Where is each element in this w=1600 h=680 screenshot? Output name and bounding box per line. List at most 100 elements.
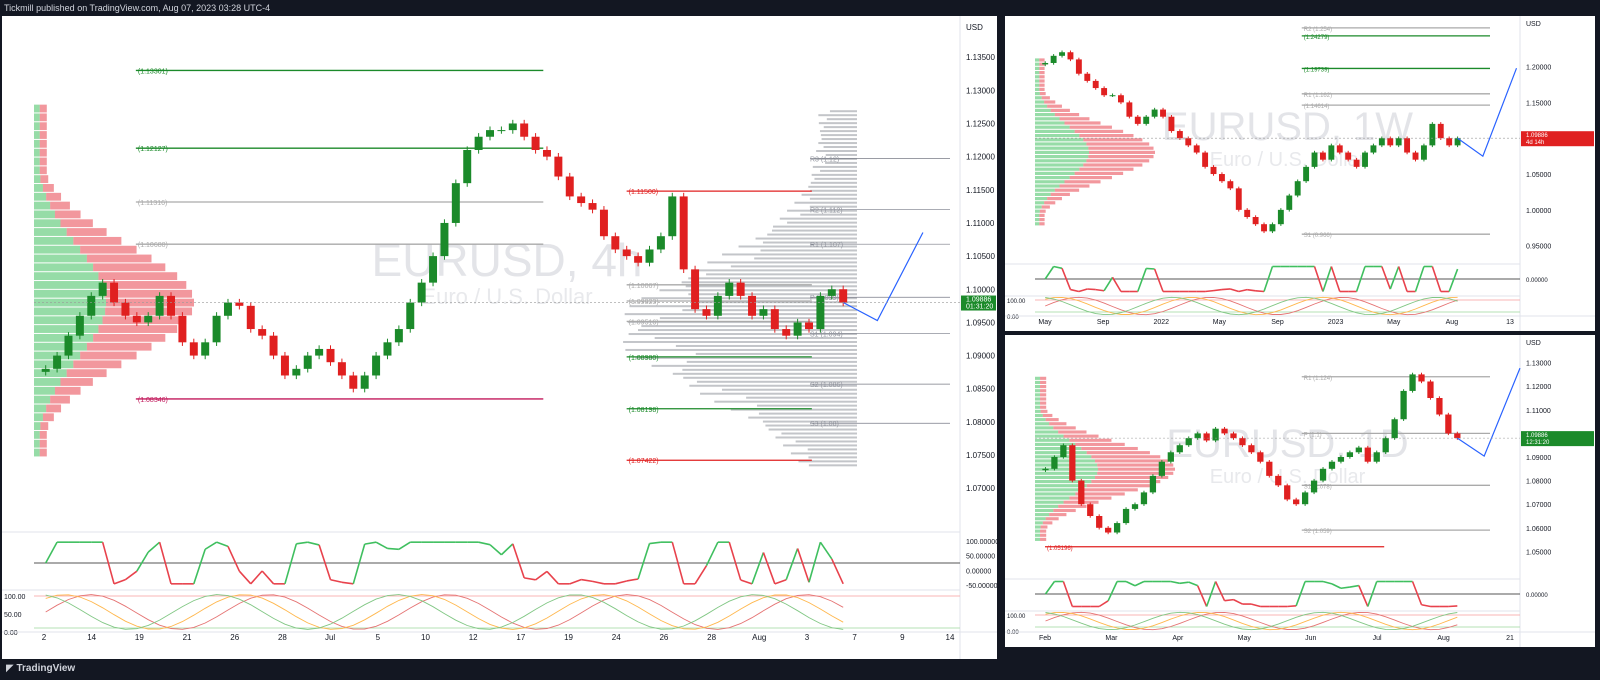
osc2-tick-label: 0.00 — [4, 630, 18, 637]
level-label: (1.08980) — [629, 355, 659, 362]
price-label-box — [1521, 431, 1594, 447]
volume-profile-bar-up — [1035, 430, 1059, 434]
candle — [1409, 374, 1416, 391]
osc1-segment — [1389, 266, 1400, 290]
volume-profile-bar-down — [1086, 159, 1150, 163]
volume-profile-bar-down — [86, 254, 152, 263]
projection-path — [1456, 367, 1521, 458]
volume-profile-bar-up — [1035, 397, 1041, 401]
osc1-segment — [1044, 266, 1055, 280]
candle — [702, 309, 711, 316]
candle — [1158, 461, 1166, 476]
volume-profile-bar-up — [1035, 213, 1040, 217]
candle — [531, 136, 540, 150]
osc1-segment — [592, 580, 605, 585]
gray-profile-bar — [695, 301, 857, 304]
candle — [1328, 461, 1336, 469]
osc2-tick-label: 0.00 — [1007, 315, 1019, 321]
x-tick-label: 26 — [230, 633, 239, 642]
candle — [144, 315, 153, 323]
osc1-segment — [1448, 605, 1458, 608]
osc2-line — [1045, 296, 1458, 316]
price-label-value: 1.09886 — [1526, 433, 1548, 439]
x-tick-label: Jul — [325, 633, 335, 642]
gray-profile-bar — [625, 348, 857, 351]
chart-panel-4h[interactable]: EURUSD, 4h Euro / U.S. Dollar USD 1.13500 1.… — [2, 16, 997, 659]
volume-profile-bar-up — [1035, 92, 1040, 96]
gray-profile-bar — [823, 126, 857, 129]
volume-profile-bar-up — [34, 236, 74, 245]
x-tick-label: 14 — [87, 633, 96, 642]
osc1-segment — [1247, 288, 1256, 292]
osc2-line — [45, 594, 844, 630]
volume-profile-bar-up — [34, 113, 40, 122]
volume-profile-bar-down — [40, 422, 49, 430]
chart-panel-daily[interactable]: EURUSD, 1D Euro / U.S. Dollar USD 1.13000 1.… — [1005, 335, 1595, 647]
osc1-segment — [1196, 585, 1208, 607]
osc1-segment — [318, 544, 332, 580]
volume-profile-bar-up — [1035, 389, 1041, 393]
candle — [577, 196, 586, 204]
candle — [417, 282, 426, 303]
volume-profile-bar-up — [34, 325, 99, 333]
osc1-segment — [1340, 586, 1350, 590]
candle — [1122, 508, 1130, 524]
volume-profile-bar-down — [1063, 434, 1099, 438]
chart-panel-weekly[interactable]: EURUSD, 1W Euro / U.S. Dollar USD 1.20000 1.… — [1005, 16, 1595, 331]
volume-profile-bar-down — [73, 360, 122, 369]
volume-profile-bar-down — [1039, 209, 1046, 213]
candle — [1101, 88, 1108, 96]
candle — [1336, 145, 1343, 153]
volume-profile-bar-down — [39, 157, 47, 166]
level-label: (1.09516) — [629, 319, 659, 326]
candle — [645, 249, 654, 263]
osc1-segment — [1061, 268, 1072, 290]
candle — [1050, 55, 1057, 63]
candle — [656, 236, 665, 250]
volume-profile-bar-up — [34, 404, 47, 413]
candle — [292, 368, 301, 376]
y-tick-label: 1.10000 — [966, 285, 995, 294]
volume-profile-bar-up — [1035, 108, 1051, 112]
candle — [1105, 527, 1112, 533]
osc1-segment — [158, 541, 172, 585]
volume-profile-bar-down — [1089, 150, 1155, 154]
gray-profile-bar — [787, 209, 857, 212]
volume-profile-bar-up — [1035, 385, 1041, 389]
volume-profile-bar-up — [1035, 171, 1075, 175]
volume-profile-bar-up — [1035, 438, 1070, 442]
candle — [486, 130, 494, 137]
candle — [1353, 159, 1360, 167]
osc1-segment — [44, 541, 58, 564]
candle — [1092, 80, 1099, 89]
volume-profile-bar-up — [1035, 376, 1041, 380]
y-tick-label: 1.20000 — [1526, 65, 1551, 72]
candle — [508, 123, 517, 131]
gray-profile-bar — [659, 317, 857, 320]
osc1-segment — [649, 541, 661, 545]
osc1-segment — [1070, 288, 1080, 293]
level-label: (1.11500) — [629, 189, 658, 196]
y-tick-label: 1.13000 — [966, 86, 995, 95]
volume-profile-bar-up — [1035, 180, 1065, 184]
candle — [1284, 485, 1291, 500]
volume-profile-bar-down — [1040, 389, 1047, 393]
volume-profile-bar-up — [1035, 96, 1042, 100]
volume-profile-bar-down — [1049, 422, 1067, 426]
candle — [827, 289, 836, 296]
volume-profile-bar-down — [1069, 438, 1112, 442]
x-tick-label: May — [1238, 635, 1252, 642]
candle — [736, 282, 745, 296]
volume-profile-bar-down — [102, 281, 187, 289]
candle — [1345, 152, 1352, 160]
volume-profile-bar-up — [34, 413, 43, 422]
gray-profile-bar — [814, 177, 857, 180]
x-tick-label: Aug — [752, 633, 766, 642]
gray-profile-bar — [767, 233, 857, 236]
candle — [1355, 447, 1362, 453]
gray-profile-bar — [756, 404, 857, 407]
gray-profile-bar — [801, 193, 857, 196]
